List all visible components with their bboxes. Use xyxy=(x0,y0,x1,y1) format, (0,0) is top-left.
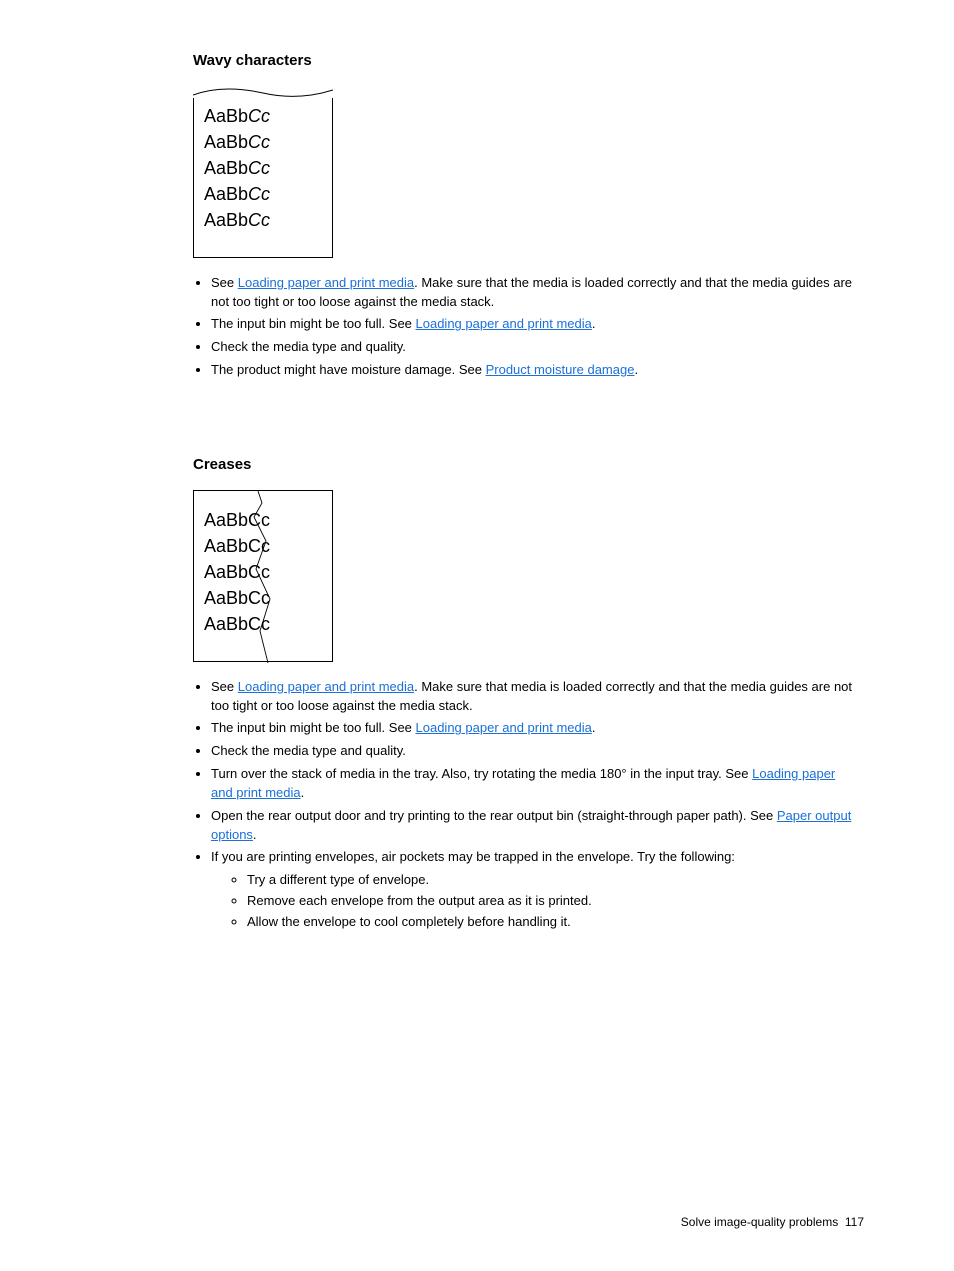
list-item: Check the media type and quality. xyxy=(211,742,858,761)
list-item: See Loading paper and print media. Make … xyxy=(211,274,858,312)
list-item: Open the rear output door and try printi… xyxy=(211,807,858,845)
bullet-text: See xyxy=(211,275,238,290)
list-item: Turn over the stack of media in the tray… xyxy=(211,765,858,803)
bullet-text: Check the media type and quality. xyxy=(211,743,406,758)
footer-label: Solve image-quality problems xyxy=(681,1215,838,1229)
sample-line: AaBbCc xyxy=(204,207,322,233)
section-title: Creases xyxy=(193,454,858,476)
list-item: The product might have moisture damage. … xyxy=(211,361,858,380)
sample-line: AaBbCc xyxy=(204,103,322,129)
link-loading-paper[interactable]: Loading paper and print media xyxy=(416,720,592,735)
list-item: If you are printing envelopes, air pocke… xyxy=(211,848,858,931)
bullet-text: . xyxy=(592,720,596,735)
bullet-text: . xyxy=(253,827,257,842)
sample-line: AaBbCc xyxy=(204,129,322,155)
list-item: See Loading paper and print media. Make … xyxy=(211,678,858,716)
bullet-text: The input bin might be too full. See xyxy=(211,720,416,735)
list-item: Check the media type and quality. xyxy=(211,338,858,357)
bullet-text: Allow the envelope to cool completely be… xyxy=(247,914,571,929)
list-item: Try a different type of envelope. xyxy=(247,871,858,890)
section-wavy-characters: Wavy characters AaBbCc AaBbCc AaBbCc AaB… xyxy=(193,50,858,380)
link-loading-paper[interactable]: Loading paper and print media xyxy=(238,679,414,694)
bullet-text: . xyxy=(634,362,638,377)
bullet-text: The input bin might be too full. See xyxy=(211,316,416,331)
sub-bullet-list: Try a different type of envelope. Remove… xyxy=(211,871,858,932)
bullet-text: . xyxy=(301,785,305,800)
link-loading-paper[interactable]: Loading paper and print media xyxy=(238,275,414,290)
bullet-list: See Loading paper and print media. Make … xyxy=(193,678,858,932)
bullet-text: Try a different type of envelope. xyxy=(247,872,429,887)
sample-line: AaBbCc xyxy=(204,181,322,207)
section-creases: Creases AaBbCc AaBbCc AaBbCc AaBbCc AaBb… xyxy=(193,454,858,932)
bullet-text: Remove each envelope from the output are… xyxy=(247,893,592,908)
bullet-text: . xyxy=(592,316,596,331)
list-item: Allow the envelope to cool completely be… xyxy=(247,913,858,932)
bullet-text: Check the media type and quality. xyxy=(211,339,406,354)
bullet-text: Turn over the stack of media in the tray… xyxy=(211,766,752,781)
bullet-list: See Loading paper and print media. Make … xyxy=(193,274,858,380)
illustration-creases: AaBbCc AaBbCc AaBbCc AaBbCc AaBbCc xyxy=(193,490,333,662)
list-item: The input bin might be too full. See Loa… xyxy=(211,719,858,738)
footer: Solve image-quality problems 117 xyxy=(624,1214,864,1231)
list-item: The input bin might be too full. See Loa… xyxy=(211,315,858,334)
illustration-wavy: AaBbCc AaBbCc AaBbCc AaBbCc AaBbCc xyxy=(193,86,333,258)
list-item: Remove each envelope from the output are… xyxy=(247,892,858,911)
bullet-text: See xyxy=(211,679,238,694)
link-loading-paper[interactable]: Loading paper and print media xyxy=(416,316,592,331)
sample-line: AaBbCc xyxy=(204,155,322,181)
page-number: 117 xyxy=(845,1215,864,1229)
bullet-text: The product might have moisture damage. … xyxy=(211,362,486,377)
section-title: Wavy characters xyxy=(193,50,858,72)
bullet-text: If you are printing envelopes, air pocke… xyxy=(211,849,735,864)
bullet-text: Open the rear output door and try printi… xyxy=(211,808,777,823)
link-moisture-damage[interactable]: Product moisture damage xyxy=(486,362,635,377)
